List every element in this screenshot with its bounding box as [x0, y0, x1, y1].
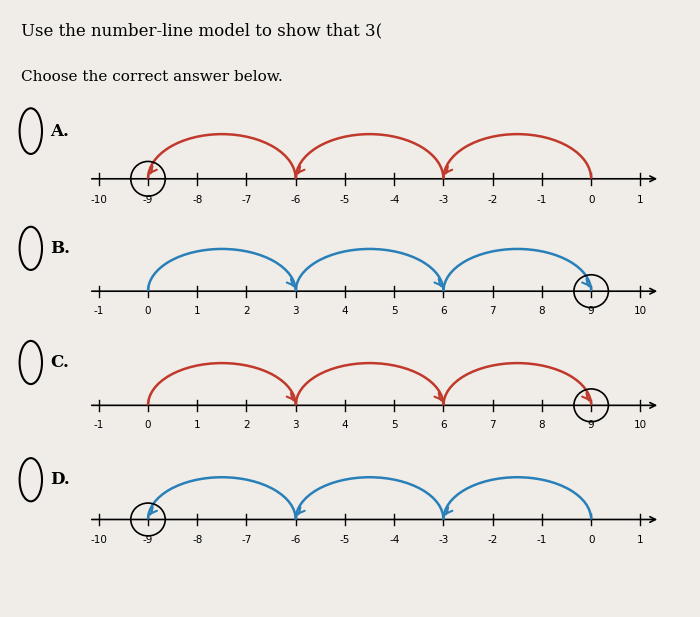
Text: 5: 5 — [391, 420, 398, 431]
Text: -8: -8 — [192, 195, 202, 205]
Text: Use the number-line model to show that 3(: Use the number-line model to show that 3… — [21, 22, 382, 39]
Text: 7: 7 — [489, 420, 496, 431]
Text: 9: 9 — [588, 306, 594, 317]
Text: -6: -6 — [290, 195, 301, 205]
Text: 8: 8 — [538, 306, 545, 317]
Text: 9: 9 — [588, 420, 594, 431]
Text: D.: D. — [50, 471, 70, 488]
Text: Choose the correct answer below.: Choose the correct answer below. — [21, 70, 283, 85]
Text: -5: -5 — [340, 534, 350, 545]
Text: 10: 10 — [634, 420, 647, 431]
Text: 1: 1 — [637, 195, 644, 205]
Text: 2: 2 — [243, 306, 250, 317]
Text: -1: -1 — [537, 195, 547, 205]
Text: 1: 1 — [637, 534, 644, 545]
Text: -3: -3 — [438, 195, 449, 205]
Text: 6: 6 — [440, 420, 447, 431]
Text: -7: -7 — [241, 534, 252, 545]
Text: -1: -1 — [537, 534, 547, 545]
Text: -8: -8 — [192, 534, 202, 545]
Text: -1: -1 — [94, 420, 104, 431]
Text: -5: -5 — [340, 195, 350, 205]
Text: 8: 8 — [538, 420, 545, 431]
Text: C.: C. — [50, 354, 69, 371]
Text: 1: 1 — [194, 306, 201, 317]
Text: -9: -9 — [143, 534, 153, 545]
Text: 3: 3 — [293, 420, 299, 431]
Text: -1: -1 — [94, 306, 104, 317]
Text: 10: 10 — [634, 306, 647, 317]
Text: -4: -4 — [389, 195, 400, 205]
Text: 0: 0 — [145, 306, 151, 317]
Text: -2: -2 — [487, 195, 498, 205]
Text: 5: 5 — [391, 306, 398, 317]
Text: 4: 4 — [342, 306, 349, 317]
Text: 1: 1 — [194, 420, 201, 431]
Text: -4: -4 — [389, 534, 400, 545]
Text: 2: 2 — [243, 420, 250, 431]
Text: 0: 0 — [145, 420, 151, 431]
Text: A.: A. — [50, 123, 69, 139]
Text: -2: -2 — [487, 534, 498, 545]
Text: -6: -6 — [290, 534, 301, 545]
Text: 0: 0 — [588, 534, 594, 545]
Text: -10: -10 — [90, 195, 107, 205]
Text: B.: B. — [50, 240, 71, 257]
Text: 4: 4 — [342, 420, 349, 431]
Text: -3: -3 — [438, 534, 449, 545]
Text: 7: 7 — [489, 306, 496, 317]
Text: 6: 6 — [440, 306, 447, 317]
Text: 3: 3 — [293, 306, 299, 317]
Text: 0: 0 — [588, 195, 594, 205]
Text: -10: -10 — [90, 534, 107, 545]
Text: -9: -9 — [143, 195, 153, 205]
Text: -7: -7 — [241, 195, 252, 205]
